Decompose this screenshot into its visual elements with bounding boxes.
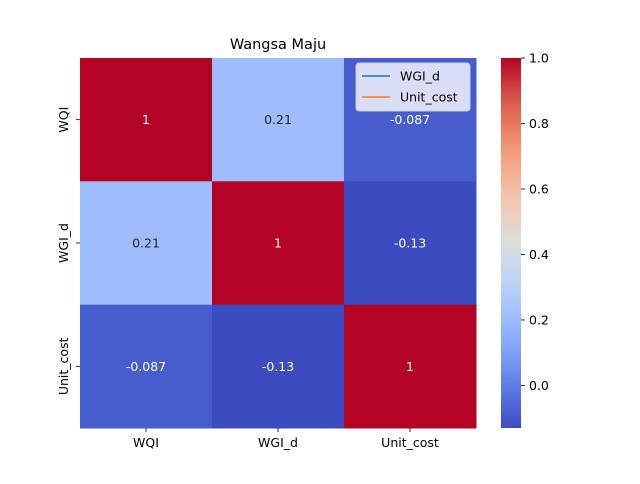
- cell-annotation: 0.21: [264, 112, 292, 127]
- cell-annotation: -0.087: [390, 112, 430, 127]
- cell-annotation: 1: [142, 112, 150, 127]
- legend: WGI_d Unit_cost: [355, 62, 471, 112]
- heatmap-cell: [212, 58, 345, 182]
- legend-label: WGI_d: [400, 69, 440, 84]
- cell-annotation: 1: [274, 235, 282, 250]
- y-tick-label: WGI_d: [56, 223, 71, 263]
- legend-label: Unit_cost: [400, 90, 458, 105]
- heatmap-cells: 1 0.21 -0.087 0.21 1 -0.13 -0.087 -0.13 1: [80, 58, 477, 429]
- x-tick-label: Unit_cost: [381, 435, 439, 450]
- cell-annotation: -0.13: [262, 359, 294, 374]
- chart-title: Wangsa Maju: [230, 37, 326, 53]
- heatmap-cell: [212, 304, 345, 429]
- heatmap-axes: WQI WGI_d Unit_cost WQI WGI_d Unit_cost: [56, 107, 439, 450]
- colorbar-gradient: [501, 58, 521, 428]
- colorbar-tick-label: 1.0: [529, 51, 549, 66]
- colorbar-tick-label: 0.2: [529, 312, 549, 327]
- heatmap-cell: [344, 181, 477, 306]
- x-tick-label: WQI: [133, 435, 159, 450]
- colorbar-tick-label: 0.4: [529, 247, 549, 262]
- colorbar: 0.0 0.2 0.4 0.6 0.8 1.0: [501, 51, 549, 428]
- x-tick-label: WGI_d: [258, 435, 298, 450]
- heatmap-cell: [212, 181, 345, 306]
- cell-annotation: 1: [406, 359, 414, 374]
- colorbar-tick-label: 0.0: [529, 378, 549, 393]
- cell-annotation: -0.087: [126, 359, 166, 374]
- y-tick-label: Unit_cost: [56, 337, 71, 395]
- heatmap-cell: [80, 304, 213, 429]
- colorbar-tick-label: 0.6: [529, 181, 549, 196]
- colorbar-tick-label: 0.8: [529, 116, 549, 131]
- heatmap-cell: [80, 181, 213, 306]
- heatmap-cell: [344, 304, 477, 429]
- legend-box: [355, 62, 471, 112]
- heatmap-cell: [80, 58, 213, 182]
- cell-annotation: 0.21: [132, 235, 160, 250]
- y-tick-label: WQI: [56, 107, 71, 133]
- cell-annotation: -0.13: [394, 235, 426, 250]
